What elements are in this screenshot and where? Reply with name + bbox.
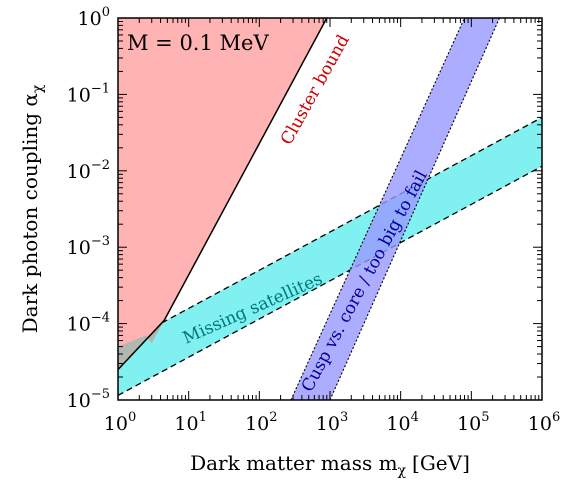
x-axis-label: Dark matter mass mχ [GeV] [190, 451, 470, 479]
missing-satellites-region [118, 117, 542, 396]
x-tick-label: 101 [174, 410, 206, 435]
y-tick-label: 10−2 [67, 158, 110, 183]
cluster-bound-region [118, 18, 327, 370]
cusp-core-region [290, 18, 500, 400]
x-tick-label: 105 [457, 410, 489, 435]
x-tick-label: 106 [528, 410, 560, 435]
y-tick-label: 100 [78, 5, 110, 30]
x-tick-label: 100 [104, 410, 136, 435]
y-tick-label: 10−3 [67, 234, 110, 259]
cusp-core-right-edge [329, 18, 500, 400]
missing-satellites-lower-edge [118, 165, 542, 396]
plot-frame [117, 17, 543, 401]
x-tick-label: 104 [386, 410, 418, 435]
x-tick-label: 102 [245, 410, 277, 435]
y-tick-label: 10−1 [67, 81, 110, 106]
y-tick-labels: 10−5 10−4 10−3 10−2 10−1 100 [67, 5, 110, 412]
mass-annotation: M = 0.1 MeV [127, 31, 269, 55]
cusp-core-left-edge [290, 18, 465, 400]
x-tick-labels: 100 101 102 103 104 105 106 [104, 410, 560, 435]
cluster-bound-edge [118, 18, 328, 371]
y-tick-label: 10−4 [67, 311, 110, 336]
y-axis-label: Dark photon coupling αχ [18, 84, 46, 333]
missing-satellites-upper-edge [118, 116, 542, 348]
x-tick-label: 103 [316, 410, 348, 435]
y-tick-label: 10−5 [67, 387, 110, 412]
